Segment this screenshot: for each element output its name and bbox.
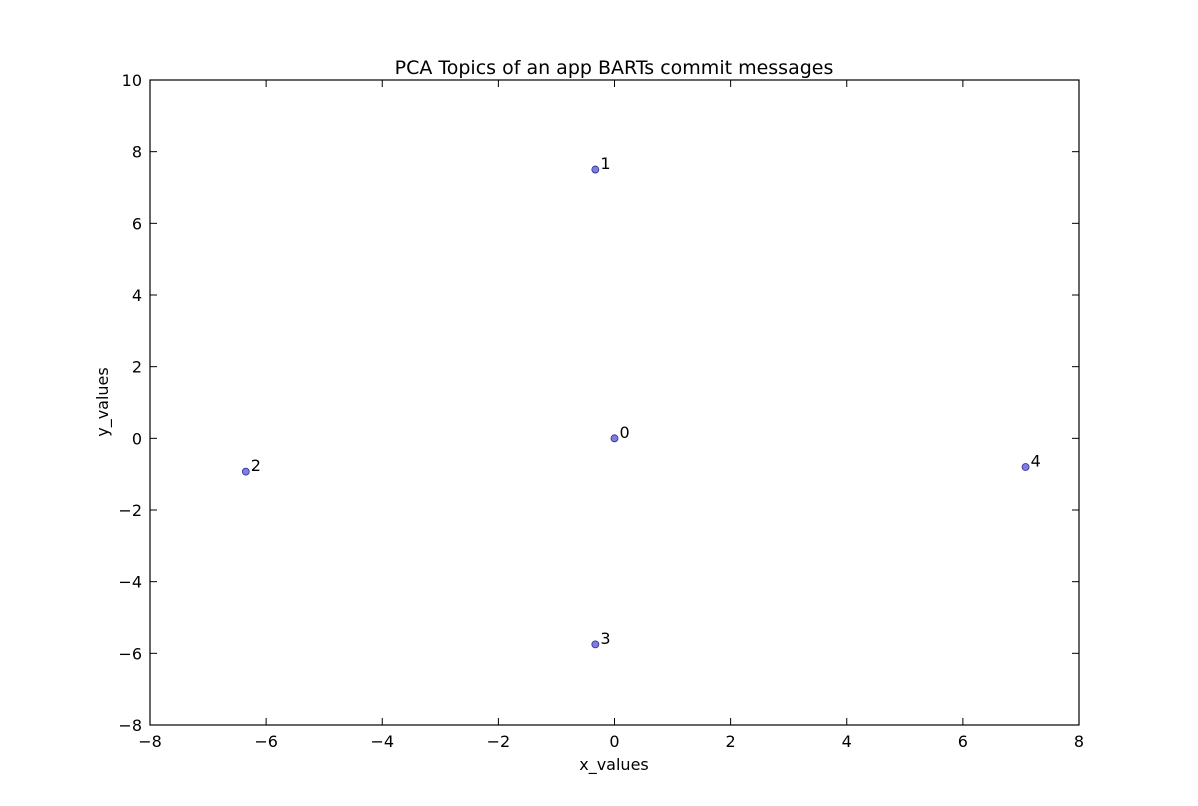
x-tick-label: 8 — [1074, 732, 1084, 751]
x-tick-label: 2 — [726, 732, 736, 751]
y-tick-label: −2 — [118, 501, 142, 520]
x-tick-label: 4 — [842, 732, 852, 751]
y-tick-label: 2 — [132, 358, 142, 377]
point-label-3: 3 — [600, 629, 610, 648]
x-tick-label: −8 — [138, 732, 162, 751]
y-tick-label: −4 — [118, 573, 142, 592]
data-point-2 — [241, 467, 250, 476]
y-axis-label: y_values — [93, 367, 113, 437]
plot-frame — [149, 79, 1080, 726]
point-label-2: 2 — [251, 456, 261, 475]
y-tick-label: 8 — [132, 143, 142, 162]
x-axis-label: x_values — [579, 755, 649, 775]
plot-area: −8 −6 −4 −2 0 2 4 6 8 −8 −6 −4 −2 0 2 4 6 8 10 0 1 2 3 4 — [118, 71, 1084, 751]
point-label-1: 1 — [600, 154, 610, 173]
x-tick-label: −2 — [487, 732, 511, 751]
x-tick-label: −4 — [370, 732, 394, 751]
y-tick-label: −6 — [118, 644, 142, 663]
point-label-0: 0 — [620, 423, 630, 442]
y-tick-label: 4 — [132, 286, 142, 305]
y-tick-label: 0 — [132, 429, 142, 448]
x-tick-label: 0 — [609, 732, 619, 751]
data-point-0 — [610, 434, 619, 443]
y-tick-label: 10 — [122, 71, 142, 90]
data-point-3 — [591, 640, 600, 649]
x-tick-label: −6 — [254, 732, 278, 751]
x-tick-label: 6 — [958, 732, 968, 751]
data-point-4 — [1021, 463, 1030, 471]
data-point-1 — [591, 165, 600, 174]
point-label-4: 4 — [1031, 452, 1041, 471]
y-tick-label: 6 — [132, 214, 142, 233]
chart-title: PCA Topics of an app BARTs commit messag… — [395, 57, 834, 79]
y-tick-label: −8 — [118, 716, 142, 735]
